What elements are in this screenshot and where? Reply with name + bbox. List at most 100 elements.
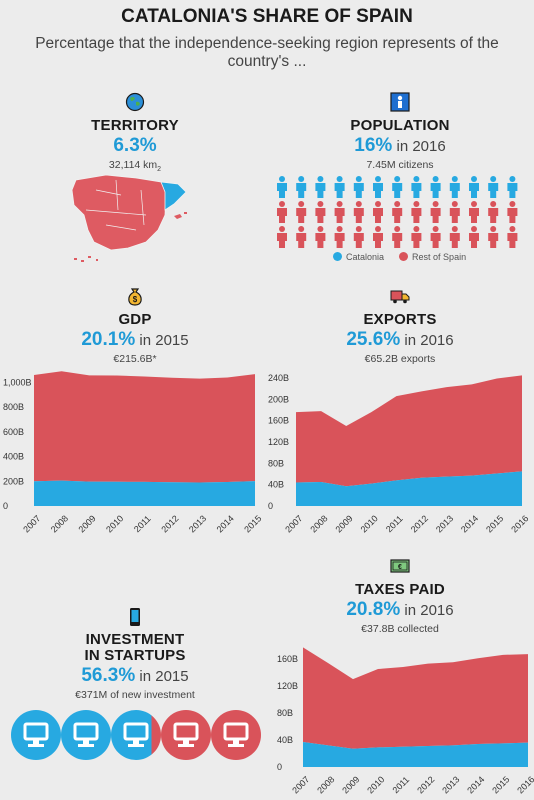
svg-text:$: $ <box>133 295 138 304</box>
startups-label-2: IN STARTUPS <box>84 647 186 664</box>
person-figure <box>296 176 307 198</box>
spain-map <box>71 174 187 262</box>
exports-detail: €65.2B exports <box>364 353 436 365</box>
person-figure <box>353 201 364 223</box>
computer-icon <box>111 710 161 760</box>
x-tick-label: 2008 <box>315 774 336 795</box>
person-figure <box>488 176 499 198</box>
person-figure <box>507 176 518 198</box>
person-figure <box>315 226 326 248</box>
person-figure <box>449 226 460 248</box>
exports-year: in 2016 <box>404 332 454 349</box>
x-tick-label: 2011 <box>132 513 153 534</box>
person-figure <box>277 226 287 248</box>
x-tick-label: 2016 <box>509 513 530 534</box>
area-catalonia <box>34 480 255 506</box>
startups-year: in 2015 <box>139 668 189 685</box>
y-tick-label: 600B <box>3 427 24 437</box>
person-figure <box>469 201 479 223</box>
y-tick-label: 200B <box>268 394 289 404</box>
taxes-year: in 2016 <box>404 602 454 619</box>
startups-detail: €371M of new investment <box>75 689 195 701</box>
x-tick-label: 2009 <box>77 513 98 534</box>
globe-icon <box>125 92 145 112</box>
computer-icon <box>211 710 261 760</box>
exports-value: 25.6% <box>346 329 401 350</box>
territory-label: TERRITORY <box>91 117 179 134</box>
y-tick-label: 240B <box>268 373 289 383</box>
person-figure <box>507 226 518 248</box>
x-tick-label: 2012 <box>415 774 436 795</box>
person-figure <box>430 226 441 248</box>
x-tick-label: 2007 <box>283 513 304 534</box>
x-tick-label: 2009 <box>340 774 361 795</box>
population-detail: 7.45M citizens <box>366 159 434 171</box>
y-tick-label: 400B <box>3 452 24 462</box>
x-tick-label: 2014 <box>215 513 236 534</box>
x-tick-label: 2012 <box>159 513 180 534</box>
y-tick-label: 800B <box>3 402 24 412</box>
x-tick-label: 2008 <box>308 513 329 534</box>
y-tick-label: 120B <box>268 437 289 447</box>
x-tick-label: 2009 <box>333 513 354 534</box>
y-tick-label: 160B <box>268 416 289 426</box>
truck-icon <box>390 290 410 304</box>
area-rest-of-spain <box>303 647 528 749</box>
y-tick-label: 40B <box>268 480 284 490</box>
y-tick-label: 40B <box>277 735 293 745</box>
x-tick-label: 2013 <box>440 774 461 795</box>
x-tick-label: 2015 <box>484 513 505 534</box>
y-tick-label: 200B <box>3 476 24 486</box>
person-figure <box>296 201 307 223</box>
population-value: 16% <box>354 135 393 156</box>
x-tick-label: 2010 <box>104 513 125 534</box>
person-figure <box>373 226 383 248</box>
money-bag-icon: $ <box>128 288 142 306</box>
startups-value: 56.3% <box>81 665 136 686</box>
startups-label-1: INVESTMENT <box>85 631 185 648</box>
x-tick-label: 2007 <box>290 774 311 795</box>
territory-detail: 32,114 km <box>108 159 158 171</box>
x-tick-label: 2007 <box>21 513 42 534</box>
person-figure <box>469 226 479 248</box>
y-tick-label: 80B <box>277 708 293 718</box>
person-figure <box>488 226 499 248</box>
gdp-value: 20.1% <box>81 329 136 350</box>
population-year: in 2016 <box>396 138 446 155</box>
person-figure <box>277 176 287 198</box>
person-figure <box>353 226 364 248</box>
y-tick-label: 1,000B <box>3 377 32 387</box>
x-tick-label: 2011 <box>384 513 405 534</box>
person-figure <box>430 201 441 223</box>
person-figure <box>373 201 383 223</box>
x-tick-label: 2010 <box>365 774 386 795</box>
territory-block: TERRITORY 6.3% 32,114 km2 <box>60 92 210 173</box>
gdp-year: in 2015 <box>139 332 189 349</box>
startups-block: INVESTMENT IN STARTUPS 56.3% in 2015 €37… <box>60 607 210 701</box>
person-figure <box>373 176 383 198</box>
person-icon <box>390 92 410 112</box>
person-figure <box>277 201 287 223</box>
x-tick-label: 2015 <box>490 774 511 795</box>
x-tick-label: 2011 <box>390 774 411 795</box>
y-tick-label: 0 <box>277 762 282 772</box>
page-subtitle: Percentage that the independence-seeking… <box>35 35 499 70</box>
territory-detail-unit: 2 <box>157 166 162 174</box>
person-figure <box>430 176 441 198</box>
y-tick-label: 120B <box>277 681 298 691</box>
exports-label: EXPORTS <box>363 311 437 328</box>
person-figure <box>449 201 460 223</box>
legend: Catalonia Rest of Spain <box>333 252 466 262</box>
cash-icon: € <box>390 559 410 573</box>
person-figure <box>411 176 422 198</box>
gdp-detail: €215.6B* <box>113 353 157 365</box>
x-tick-label: 2014 <box>465 774 486 795</box>
y-tick-label: 160B <box>277 654 298 664</box>
population-label: POPULATION <box>350 117 450 134</box>
x-tick-label: 2013 <box>187 513 208 534</box>
x-tick-label: 2015 <box>242 513 262 534</box>
person-figure <box>315 201 326 223</box>
y-tick-label: 80B <box>268 458 284 468</box>
taxes-value: 20.8% <box>346 599 401 620</box>
